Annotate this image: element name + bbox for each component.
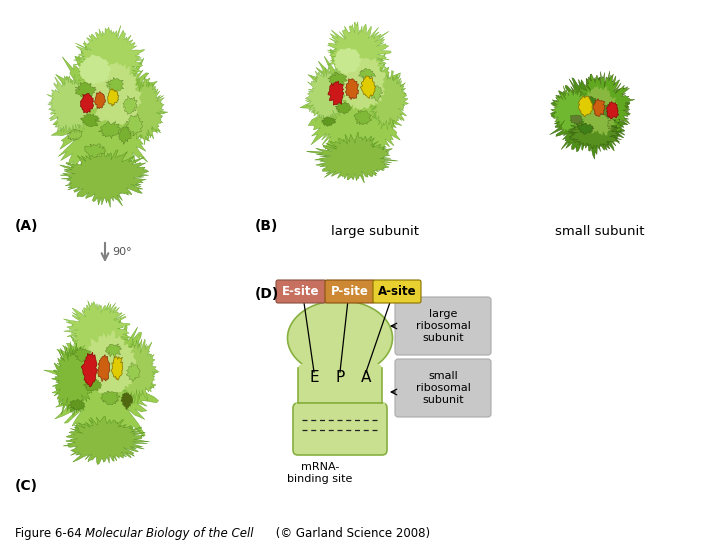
Polygon shape: [568, 117, 622, 149]
Polygon shape: [328, 22, 391, 83]
FancyBboxPatch shape: [395, 297, 491, 355]
FancyBboxPatch shape: [276, 280, 326, 303]
Text: A: A: [361, 370, 372, 386]
Polygon shape: [98, 121, 121, 139]
Text: Molecular Biology of the Cell: Molecular Biology of the Cell: [85, 527, 253, 540]
Polygon shape: [84, 330, 138, 399]
Text: P-site: P-site: [331, 285, 369, 298]
Polygon shape: [98, 355, 110, 382]
Polygon shape: [123, 96, 137, 114]
Polygon shape: [118, 127, 131, 145]
Polygon shape: [338, 57, 386, 110]
Polygon shape: [78, 55, 111, 85]
Polygon shape: [367, 70, 408, 130]
Polygon shape: [296, 403, 384, 418]
Text: (A): (A): [15, 219, 38, 233]
Polygon shape: [51, 41, 168, 185]
FancyBboxPatch shape: [373, 280, 421, 303]
Polygon shape: [63, 416, 150, 464]
Polygon shape: [60, 148, 149, 207]
Text: E-site: E-site: [282, 285, 320, 298]
Polygon shape: [75, 83, 96, 98]
Polygon shape: [328, 81, 344, 105]
Text: (B): (B): [255, 219, 279, 233]
Text: (© Garland Science 2008): (© Garland Science 2008): [272, 527, 430, 540]
Polygon shape: [577, 123, 594, 134]
Text: E: E: [309, 370, 319, 386]
Polygon shape: [606, 102, 618, 119]
Polygon shape: [580, 85, 619, 136]
Polygon shape: [335, 102, 351, 114]
Polygon shape: [44, 305, 159, 456]
Polygon shape: [306, 132, 398, 183]
Polygon shape: [71, 348, 92, 362]
Polygon shape: [94, 92, 106, 109]
Polygon shape: [601, 104, 614, 119]
FancyBboxPatch shape: [325, 280, 375, 303]
Polygon shape: [549, 74, 631, 159]
Polygon shape: [101, 391, 120, 405]
Polygon shape: [126, 114, 143, 136]
Polygon shape: [63, 301, 132, 361]
Polygon shape: [300, 45, 406, 170]
Polygon shape: [84, 379, 102, 391]
Polygon shape: [359, 68, 376, 80]
Polygon shape: [107, 89, 119, 106]
Polygon shape: [346, 79, 359, 100]
Polygon shape: [112, 357, 122, 380]
Polygon shape: [68, 400, 85, 410]
Polygon shape: [328, 72, 347, 87]
Polygon shape: [551, 85, 593, 134]
Text: small
ribosomal
subunit: small ribosomal subunit: [415, 370, 470, 406]
Polygon shape: [81, 114, 101, 127]
Text: Figure 6-64: Figure 6-64: [15, 527, 89, 540]
Polygon shape: [370, 84, 383, 102]
Polygon shape: [121, 393, 133, 409]
FancyBboxPatch shape: [395, 359, 491, 417]
Polygon shape: [322, 117, 336, 126]
Polygon shape: [305, 67, 349, 124]
Polygon shape: [81, 93, 94, 113]
Polygon shape: [68, 129, 83, 140]
Polygon shape: [333, 48, 361, 74]
Text: large
ribosomal
subunit: large ribosomal subunit: [415, 308, 470, 343]
Polygon shape: [608, 118, 618, 131]
Text: P: P: [336, 370, 345, 386]
FancyBboxPatch shape: [293, 403, 387, 455]
Polygon shape: [81, 352, 98, 387]
Polygon shape: [73, 25, 145, 97]
Polygon shape: [574, 71, 635, 143]
Text: (D): (D): [255, 287, 279, 301]
FancyBboxPatch shape: [298, 368, 382, 403]
Polygon shape: [105, 344, 122, 357]
Polygon shape: [88, 62, 142, 127]
Ellipse shape: [287, 300, 392, 375]
Polygon shape: [115, 339, 158, 404]
Ellipse shape: [298, 358, 382, 378]
Polygon shape: [47, 75, 94, 133]
Polygon shape: [126, 362, 140, 381]
Polygon shape: [570, 115, 582, 125]
Polygon shape: [583, 97, 598, 107]
Polygon shape: [354, 110, 372, 125]
Polygon shape: [106, 77, 124, 91]
Text: (C): (C): [15, 479, 38, 493]
Polygon shape: [84, 144, 106, 157]
Text: A-site: A-site: [378, 285, 416, 298]
Polygon shape: [593, 98, 605, 117]
Text: mRNA-
binding site: mRNA- binding site: [287, 462, 353, 484]
Text: small subunit: small subunit: [555, 225, 644, 238]
Polygon shape: [120, 77, 165, 145]
Polygon shape: [360, 76, 376, 98]
Polygon shape: [51, 342, 93, 417]
Text: 90°: 90°: [112, 247, 132, 257]
Polygon shape: [578, 96, 593, 117]
Text: large subunit: large subunit: [331, 225, 419, 238]
